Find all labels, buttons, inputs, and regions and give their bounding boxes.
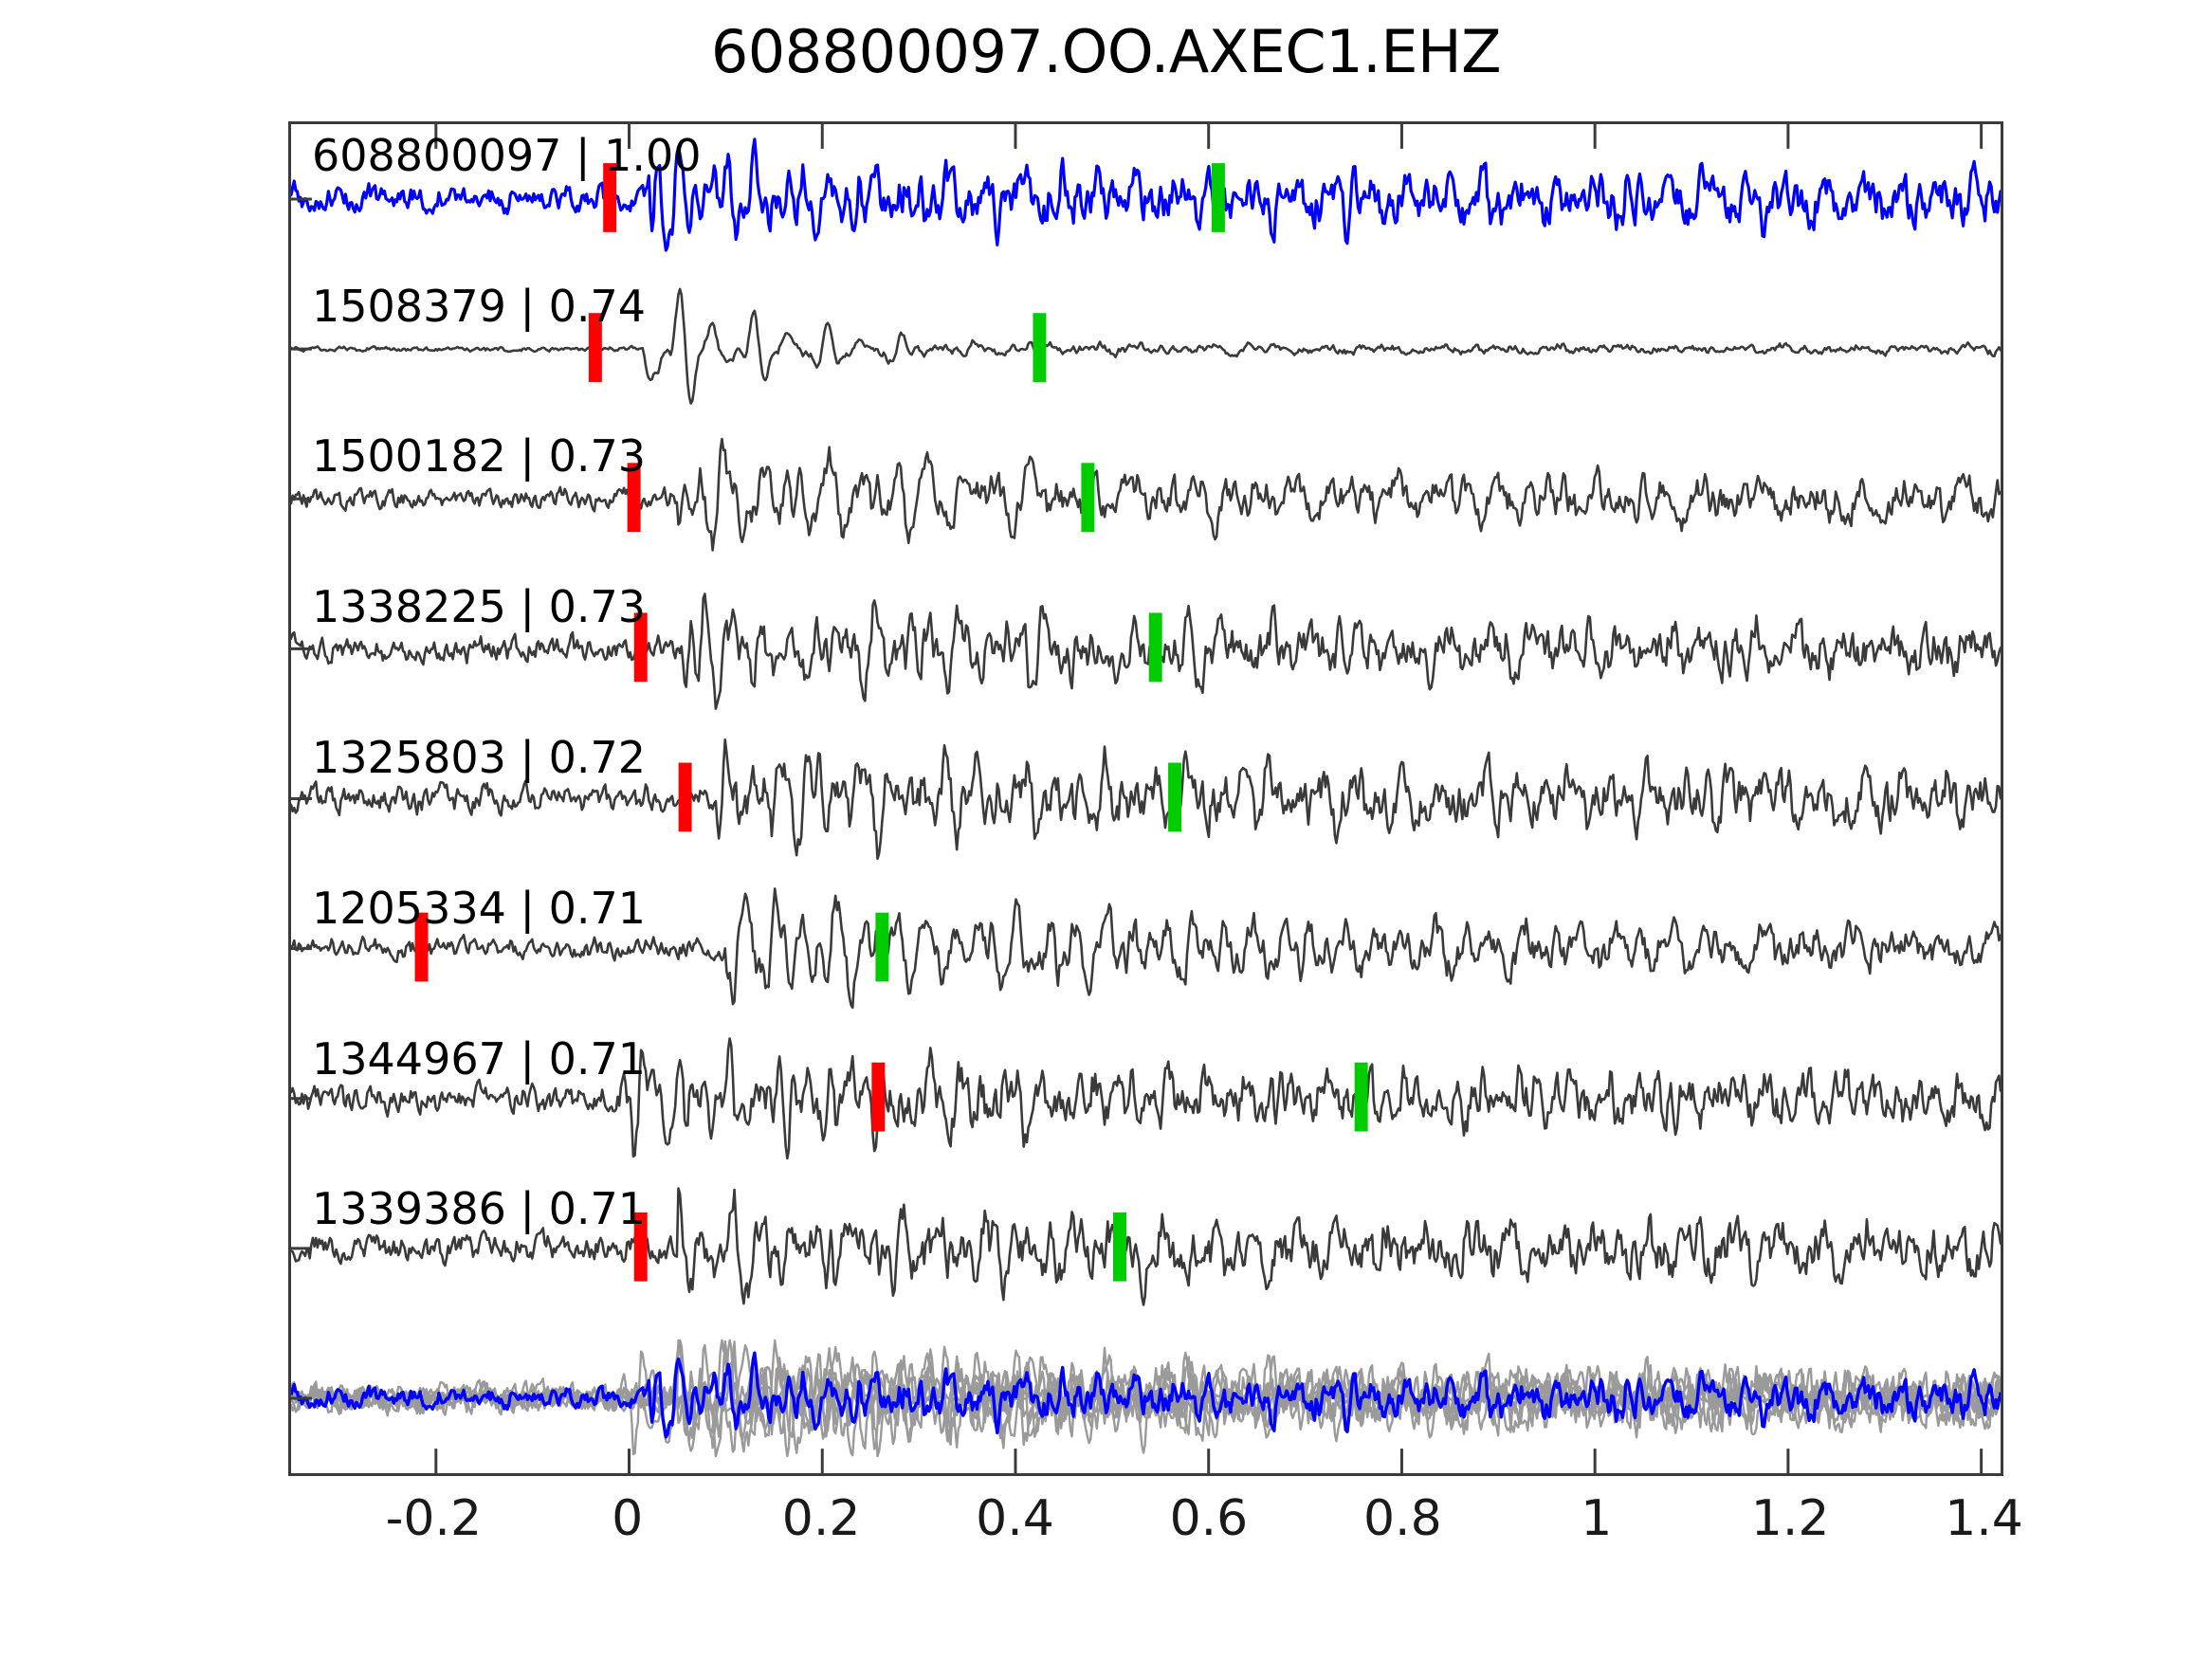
p-pick-marker-1339386[interactable] bbox=[633, 1212, 648, 1282]
x-tick-label: -0.2 bbox=[385, 1490, 483, 1547]
overlay-trace-1339386 bbox=[291, 1339, 2001, 1454]
s-pick-marker-1325803[interactable] bbox=[1168, 762, 1182, 832]
trace-label-1339386: 1339386 | 0.71 bbox=[312, 1183, 647, 1235]
waveform-trace-1344967[interactable] bbox=[291, 1037, 2001, 1160]
waveform-line-1338225 bbox=[291, 592, 2001, 710]
trace-label-608800097: 608800097 | 1.00 bbox=[312, 129, 702, 181]
p-pick-marker-1344967[interactable] bbox=[871, 1062, 886, 1132]
x-tick-label: 1 bbox=[1581, 1490, 1613, 1547]
waveform-trace-1339386[interactable] bbox=[291, 1187, 2001, 1306]
waveform-trace-1325803[interactable] bbox=[291, 738, 2001, 861]
p-pick-marker-1205334[interactable] bbox=[414, 912, 429, 982]
waveform-trace-608800097[interactable] bbox=[291, 137, 2001, 252]
waveform-axes[interactable]: 608800097 | 1.00 1508379 | 0.74 1500182 | … bbox=[288, 121, 2003, 1476]
overlay-trace-highlight bbox=[291, 1351, 2001, 1439]
x-tick-label: 0.2 bbox=[781, 1490, 861, 1547]
s-pick-marker-608800097[interactable] bbox=[1211, 163, 1225, 232]
trace-label-1344967: 1344967 | 0.71 bbox=[312, 1032, 647, 1085]
trace-label-1500182: 1500182 | 0.73 bbox=[312, 430, 647, 483]
trace-label-1508379: 1508379 | 0.74 bbox=[312, 280, 647, 332]
waveform-trace-1508379[interactable] bbox=[291, 287, 2001, 405]
figure-title: 608800097.OO.AXEC1.EHZ bbox=[710, 17, 1502, 86]
waveform-trace-1500182[interactable] bbox=[291, 437, 2001, 552]
trace-label-1325803: 1325803 | 0.72 bbox=[312, 731, 647, 783]
waveform-line-1508379 bbox=[291, 287, 2001, 405]
x-tick-label: 0.8 bbox=[1362, 1490, 1442, 1547]
x-tick-label: 1.2 bbox=[1750, 1490, 1830, 1547]
s-pick-marker-1344967[interactable] bbox=[1354, 1062, 1368, 1132]
x-tick-label: 0 bbox=[612, 1490, 644, 1547]
s-pick-marker-1338225[interactable] bbox=[1148, 612, 1162, 683]
waveform-line-1325803 bbox=[291, 738, 2001, 861]
waveform-trace-1338225[interactable] bbox=[291, 592, 2001, 710]
trace-label-1205334: 1205334 | 0.71 bbox=[312, 882, 647, 934]
p-pick-marker-608800097[interactable] bbox=[603, 163, 617, 232]
s-pick-marker-1508379[interactable] bbox=[1033, 313, 1047, 382]
x-tick-label: 1.4 bbox=[1945, 1490, 2023, 1547]
s-pick-marker-1339386[interactable] bbox=[1113, 1212, 1126, 1282]
p-pick-marker-1508379[interactable] bbox=[588, 313, 602, 382]
p-pick-marker-1325803[interactable] bbox=[678, 762, 692, 832]
trace-label-1338225: 1338225 | 0.73 bbox=[312, 581, 647, 633]
x-axis-tick-labels: -0.2 0 0.2 0.4 0.6 0.8 1 1.2 1.4 bbox=[288, 1490, 2023, 1557]
waveform-line-1339386 bbox=[291, 1187, 2001, 1306]
waveform-line-608800097 bbox=[291, 137, 2001, 252]
waveform-plot-area bbox=[291, 124, 2001, 1473]
p-pick-marker-1338225[interactable] bbox=[633, 612, 648, 683]
s-pick-marker-1500182[interactable] bbox=[1081, 463, 1095, 533]
waveform-line-1344967 bbox=[291, 1037, 2001, 1160]
p-pick-marker-1500182[interactable] bbox=[627, 463, 641, 533]
overlay-stack-panel[interactable] bbox=[291, 1339, 2001, 1458]
waveform-line-1500182 bbox=[291, 437, 2001, 552]
x-tick-label: 0.4 bbox=[976, 1490, 1054, 1547]
waveform-trace-1205334[interactable] bbox=[291, 887, 2001, 1010]
waveform-line-1205334 bbox=[291, 887, 2001, 1010]
s-pick-marker-1205334[interactable] bbox=[875, 912, 889, 982]
x-tick-label: 0.6 bbox=[1169, 1490, 1249, 1547]
